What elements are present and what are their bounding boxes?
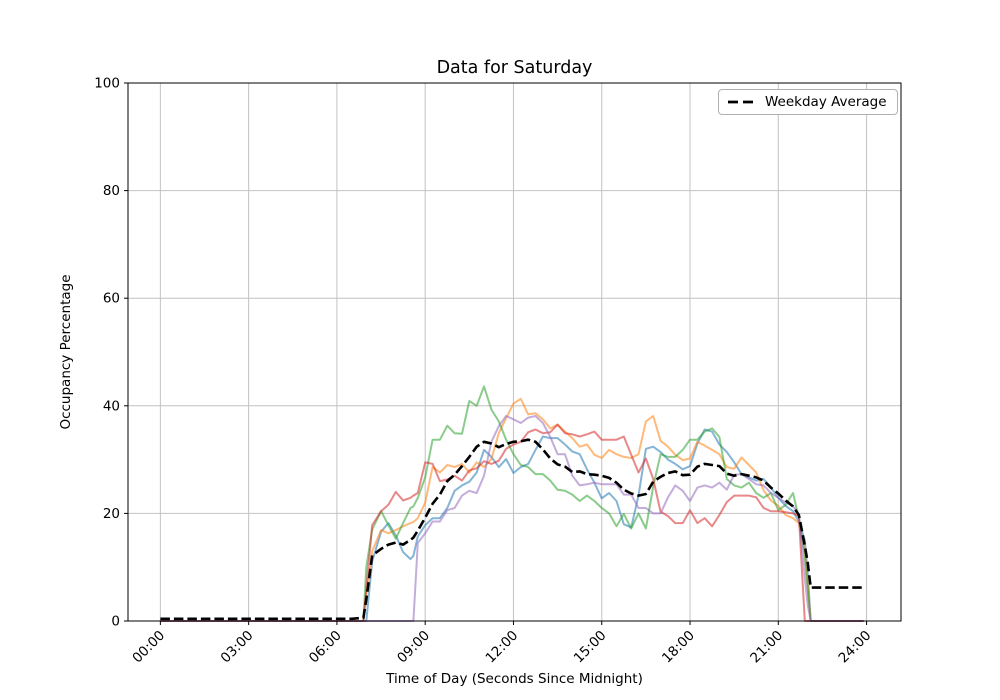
chart-title: Data for Saturday <box>436 58 593 78</box>
series-line-weekday-5 <box>160 415 864 622</box>
legend: Weekday Average <box>718 89 898 115</box>
x-tick-label: 24:00 <box>836 628 875 667</box>
x-tick-label: 03:00 <box>218 628 257 667</box>
x-tick-label: 00:00 <box>129 628 168 667</box>
y-tick-label: 80 <box>103 183 120 199</box>
legend-label: Weekday Average <box>765 94 887 110</box>
x-tick-label: 15:00 <box>571 628 610 667</box>
x-tick-label: 18:00 <box>659 628 698 667</box>
y-axis-label: Occupancy Percentage <box>58 274 74 430</box>
y-tick-label: 0 <box>111 614 120 630</box>
x-tick-label: 06:00 <box>306 628 345 667</box>
series-line-weekday-1 <box>160 428 864 622</box>
series-line-weekday-3 <box>160 385 864 622</box>
x-tick-label: 21:00 <box>747 628 786 667</box>
dashed-line-sample <box>728 100 756 104</box>
series-line-weekday-2 <box>160 397 864 622</box>
axis-ticks: 0 20 40 60 80 100 00:00 03:00 06:00 09:00 12:00 15:… <box>94 76 874 667</box>
y-tick-label: 100 <box>94 76 120 92</box>
y-tick-label: 60 <box>103 291 120 307</box>
series-lines <box>160 385 864 622</box>
x-axis-label: Time of Day (Seconds Since Midnight) <box>386 671 643 687</box>
gridlines <box>128 82 901 622</box>
x-tick-label: 09:00 <box>394 628 433 667</box>
series-line-weekday-average <box>160 438 864 621</box>
y-tick-label: 20 <box>103 506 120 522</box>
series-line-weekday-4 <box>160 423 864 622</box>
y-tick-label: 40 <box>103 398 120 414</box>
plot-border <box>127 82 902 622</box>
x-tick-label: 12:00 <box>482 628 521 667</box>
